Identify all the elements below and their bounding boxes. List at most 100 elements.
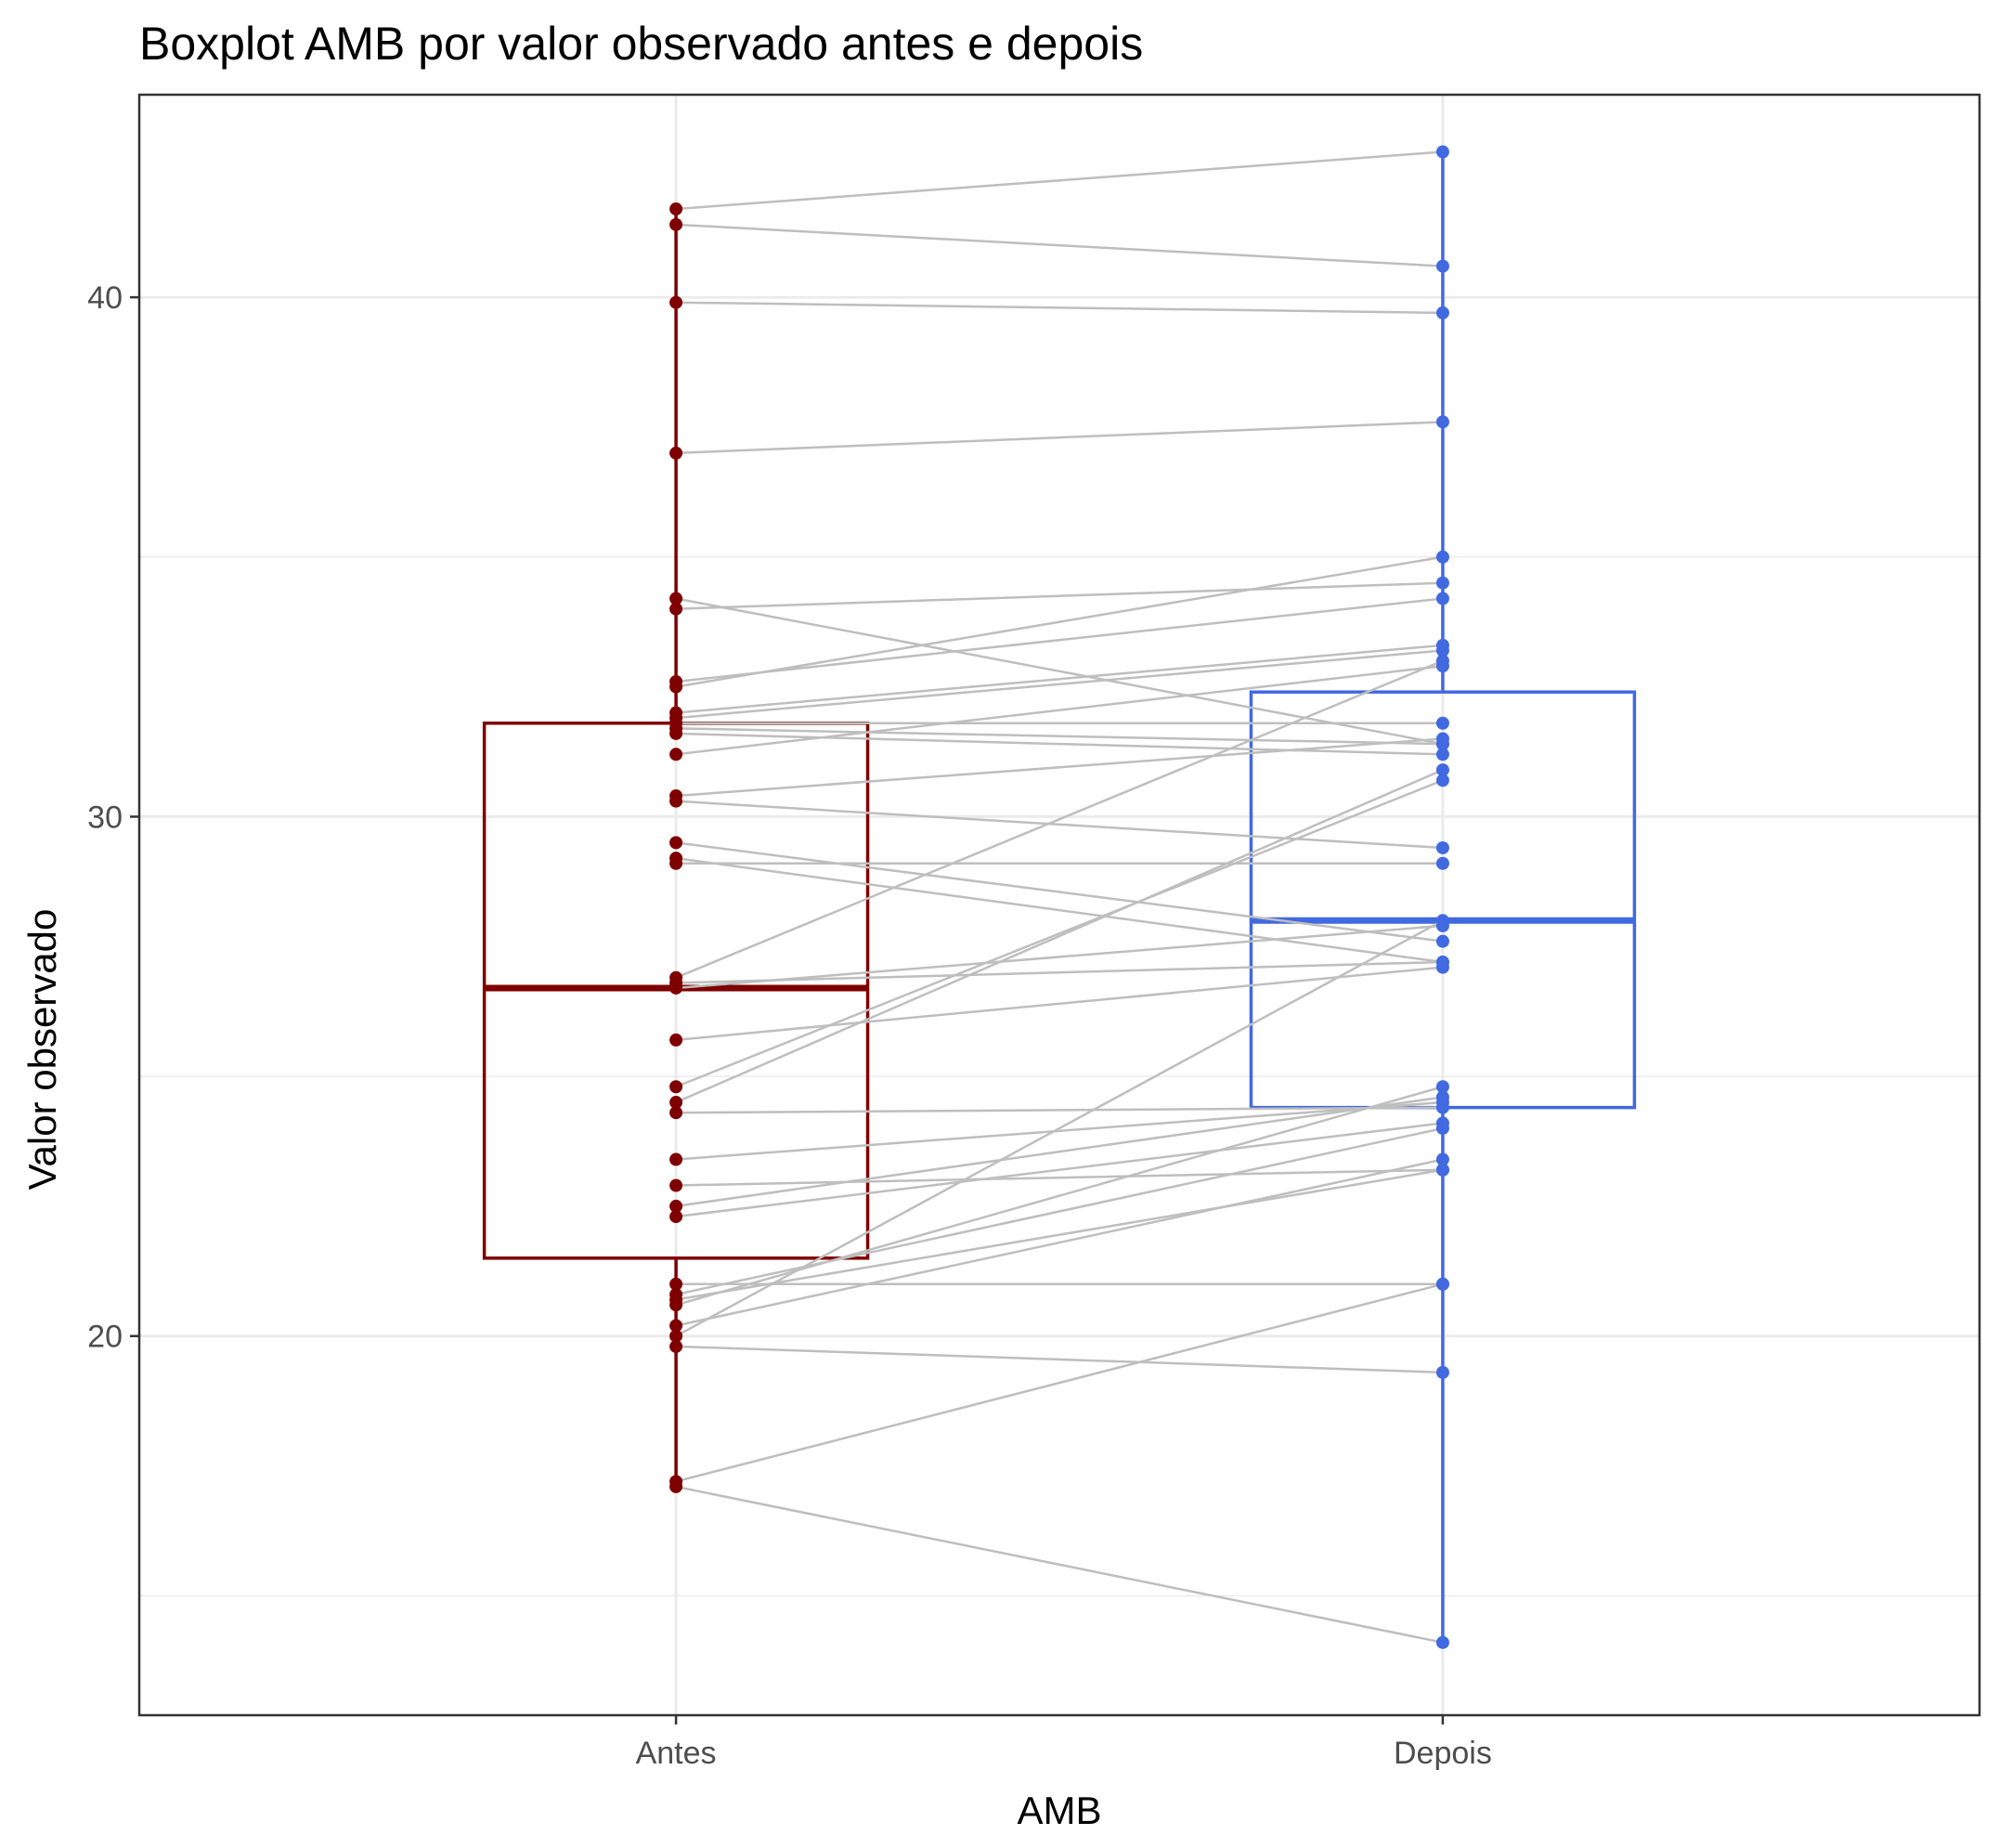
point-depois: [1435, 576, 1449, 590]
point-antes: [669, 602, 683, 616]
pair-line: [676, 421, 1443, 455]
pair-line: [675, 555, 1444, 688]
point-depois: [1435, 1152, 1449, 1166]
point-antes: [669, 856, 683, 870]
point-depois: [1435, 145, 1449, 159]
point-depois: [1435, 960, 1449, 974]
point-depois: [1435, 763, 1449, 777]
plot-area: 20 30 40 Antes Depois: [87, 93, 1981, 1771]
pair-line: [676, 1345, 1443, 1374]
x-tick-label: Depois: [1394, 1736, 1492, 1771]
point-antes: [669, 592, 683, 605]
point-depois: [1435, 592, 1449, 605]
point-antes: [669, 1199, 683, 1213]
point-antes: [669, 726, 683, 740]
pair-line: [676, 732, 1443, 756]
panel-border: [137, 93, 1981, 1717]
pair-line: [676, 223, 1443, 267]
point-depois: [1435, 732, 1449, 746]
pair-line: [676, 301, 1443, 315]
y-tick-label: 40: [87, 280, 123, 316]
point-antes: [669, 748, 683, 761]
x-tick-label: Antes: [636, 1736, 717, 1771]
pair-line: [676, 1168, 1443, 1187]
chart-title: Boxplot AMB por valor observado antes e …: [139, 18, 1143, 70]
pair-line: [675, 1485, 1444, 1644]
pair-line: [675, 924, 1444, 990]
point-depois: [1435, 1163, 1449, 1177]
point-antes: [669, 217, 683, 231]
point-depois: [1435, 306, 1449, 319]
point-antes: [669, 1106, 683, 1120]
pair-line: [675, 856, 1444, 964]
pair-line: [675, 664, 1444, 756]
point-depois: [1435, 840, 1449, 854]
point-depois: [1435, 856, 1449, 870]
pair-line: [676, 800, 1443, 850]
point-antes: [669, 1096, 683, 1110]
point-antes: [669, 1298, 683, 1312]
point-depois: [1435, 716, 1449, 730]
pair-line: [675, 1282, 1444, 1483]
pair-line: [675, 1086, 1444, 1307]
point-depois: [1435, 1635, 1449, 1649]
pair-line: [676, 1106, 1443, 1114]
point-antes: [669, 1277, 683, 1291]
point-antes: [669, 1210, 683, 1224]
point-antes: [669, 1319, 683, 1333]
pair-line: [675, 659, 1444, 979]
pair-line: [675, 597, 1444, 746]
point-antes: [669, 1339, 683, 1353]
point-antes: [669, 680, 683, 694]
pair-line: [675, 1122, 1444, 1218]
point-depois: [1435, 415, 1449, 429]
point-depois: [1435, 774, 1449, 787]
pair-line: [675, 1096, 1444, 1208]
point-depois: [1435, 914, 1449, 928]
point-depois: [1435, 1365, 1449, 1379]
point-depois: [1435, 1121, 1449, 1135]
point-antes: [669, 446, 683, 460]
pair-line: [675, 1168, 1444, 1301]
pair-line: [675, 644, 1444, 714]
point-depois: [1435, 748, 1449, 761]
point-antes: [669, 1152, 683, 1166]
pair-line: [675, 966, 1444, 1042]
y-tick-label: 30: [87, 800, 123, 835]
point-depois: [1435, 934, 1449, 948]
pair-line: [676, 727, 1443, 746]
point-depois: [1435, 259, 1449, 273]
pair-line: [675, 768, 1444, 1104]
point-antes: [669, 202, 683, 216]
pair-line: [675, 1158, 1444, 1327]
point-depois: [1435, 1277, 1449, 1291]
pair-line: [675, 597, 1444, 683]
point-antes: [669, 1329, 683, 1343]
pair-line: [675, 649, 1444, 720]
point-antes: [669, 836, 683, 850]
point-depois: [1435, 1080, 1449, 1094]
pair-line: [676, 960, 1443, 984]
pair-line: [675, 919, 1444, 1337]
y-tick-label: 20: [87, 1320, 123, 1355]
point-antes: [669, 295, 683, 309]
panel-background: [139, 95, 1980, 1715]
point-depois: [1435, 654, 1449, 668]
point-depois: [1435, 550, 1449, 564]
point-antes: [669, 1178, 683, 1192]
pair-line: [675, 1100, 1444, 1161]
point-antes: [669, 1033, 683, 1047]
point-depois: [1435, 644, 1449, 657]
pair-line: [676, 581, 1443, 610]
point-antes: [669, 1479, 683, 1493]
pair-line: [675, 737, 1444, 798]
point-antes: [669, 1080, 683, 1094]
pair-line: [675, 841, 1444, 943]
pair-line: [675, 779, 1444, 1088]
x-axis-title: AMB: [1017, 1789, 1101, 1832]
point-antes: [669, 981, 683, 995]
pair-line: [675, 150, 1444, 211]
point-depois: [1435, 1090, 1449, 1104]
y-axis-title: Valor observado: [20, 909, 64, 1191]
